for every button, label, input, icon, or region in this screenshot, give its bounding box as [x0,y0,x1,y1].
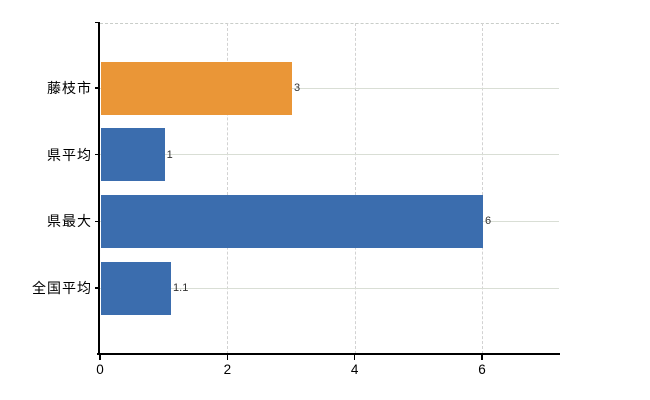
category-gridline [100,87,559,89]
x-tick [353,354,356,360]
x-tick [99,354,101,360]
category-gridline [100,154,559,156]
value-label: 1 [166,148,173,161]
x-tick [226,354,229,360]
category-label: 藤枝市 [47,80,92,96]
y-tick [95,287,100,289]
value-label: 3 [294,82,301,94]
y-axis-line [98,22,100,355]
y-tick [95,220,100,223]
y-tick [95,87,100,89]
bar [101,128,165,182]
x-tick-label: 0 [96,361,104,377]
plot-top-border [100,22,559,24]
value-label: 6 [485,215,492,228]
value-label: 1.1 [173,282,189,294]
bar [101,194,483,248]
category-label: 県平均 [47,146,92,163]
y-axis-top-tick [95,21,100,24]
x-axis-line [97,352,560,355]
category-label: 全国平均 [32,280,92,296]
x-tick [481,354,483,360]
category-gridline [100,287,559,289]
bar [101,61,292,115]
x-tick-label: 4 [350,361,359,377]
x-tick-label: 2 [223,361,232,377]
y-tick [95,153,100,156]
bar [101,261,172,315]
gridline-vertical [227,22,229,354]
x-tick-label: 6 [478,361,486,377]
gridline-vertical [354,22,356,354]
category-label: 県最大 [47,213,92,230]
gridline-vertical [482,22,483,354]
